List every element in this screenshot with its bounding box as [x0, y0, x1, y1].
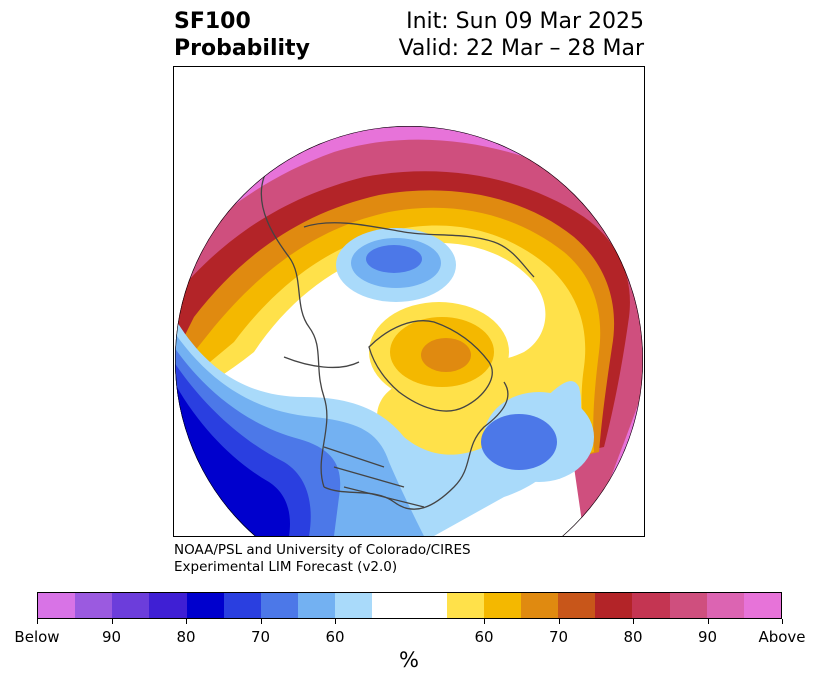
colorbar-above-6 — [669, 593, 707, 618]
title-right: Init: Sun 09 Mar 2025 Valid: 22 Mar – 28… — [399, 8, 644, 62]
colorbar-tick-mark — [335, 619, 336, 624]
probability-map — [175, 126, 643, 536]
colorbar-above-7 — [706, 593, 744, 618]
colorbar-above-2 — [521, 593, 559, 618]
init-date: Init: Sun 09 Mar 2025 — [406, 9, 644, 34]
blob-above-orange-center — [421, 338, 471, 372]
colorbar-tick-mark — [484, 619, 485, 624]
blob-below-mid-north — [366, 245, 422, 273]
colorbar-tick-label: 90 — [697, 628, 718, 646]
colorbar-tick-label: 70 — [548, 628, 569, 646]
colorbar-above-1 — [483, 593, 522, 618]
title-left: SF100 Probability — [174, 8, 310, 62]
credit-line1: NOAA/PSL and University of Colorado/CIRE… — [174, 542, 471, 558]
colorbar-tick-mark — [37, 619, 38, 624]
colorbar-neutral — [372, 593, 447, 618]
colorbar-below-3 — [149, 593, 187, 618]
colorbar-above-3 — [558, 593, 596, 618]
colorbar-tick-label: 60 — [325, 628, 345, 646]
colorbar — [37, 592, 782, 619]
colorbar-below-4 — [186, 593, 224, 618]
colorbar-unit: % — [399, 648, 419, 672]
colorbar-tick-label: Below — [14, 628, 60, 646]
field-name: SF100 — [174, 9, 251, 34]
colorbar-above-0 — [446, 593, 484, 618]
colorbar-tick-label: 90 — [101, 628, 122, 646]
blob-below-mid-atlantic — [481, 414, 557, 470]
colorbar-below-1 — [75, 593, 113, 618]
credit-line2: Experimental LIM Forecast (v2.0) — [174, 559, 398, 575]
colorbar-tick-mark — [633, 619, 634, 624]
colorbar-tick-label: 70 — [250, 628, 271, 646]
colorbar-tick-label: 80 — [176, 628, 196, 646]
colorbar-tick-label: Above — [758, 628, 806, 646]
colorbar-below-2 — [112, 593, 150, 618]
colorbar-above-4 — [595, 593, 633, 618]
colorbar-below-8 — [335, 593, 373, 618]
colorbar-tick-mark — [558, 619, 560, 624]
colorbar-above-5 — [632, 593, 670, 618]
colorbar-below-7 — [298, 593, 336, 618]
field-type: Probability — [174, 36, 310, 61]
colorbar-tick-mark — [186, 619, 187, 624]
colorbar-above-8 — [743, 593, 782, 618]
colorbar-tick-mark — [782, 619, 783, 624]
colorbar-tick-mark — [707, 619, 709, 624]
colorbar-below-6 — [260, 593, 299, 618]
valid-range: Valid: 22 Mar – 28 Mar — [398, 36, 644, 61]
colorbar-below-5 — [223, 593, 261, 618]
credit: NOAA/PSL and University of Colorado/CIRE… — [174, 542, 471, 576]
colorbar-below-0 — [38, 593, 76, 618]
colorbar-tick-mark — [260, 619, 262, 624]
colorbar-tick-label: 60 — [474, 628, 494, 646]
map-panel — [173, 66, 645, 537]
colorbar-tick-label: 80 — [623, 628, 643, 646]
colorbar-tick-mark — [111, 619, 113, 624]
